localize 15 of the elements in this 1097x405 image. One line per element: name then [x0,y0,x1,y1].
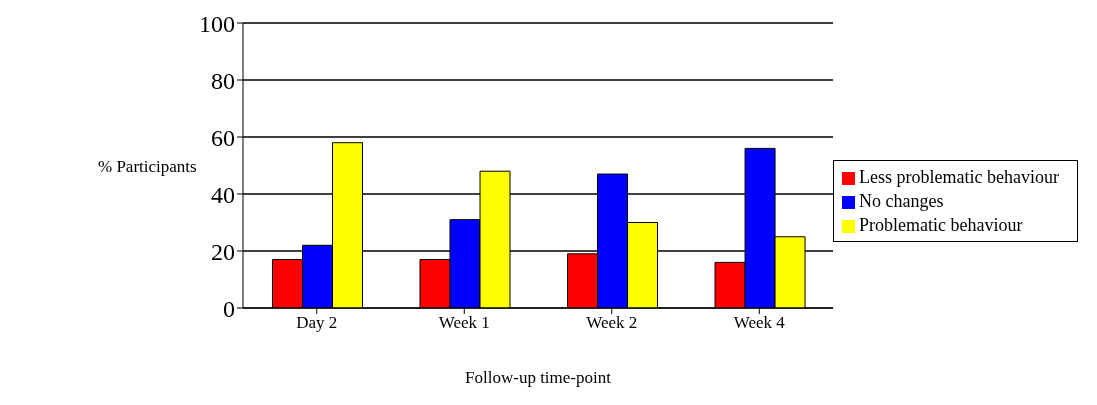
x-axis-title: Follow-up time-point [465,368,612,387]
x-tick-label: Week 1 [438,313,490,333]
x-tick-label: Week 4 [733,313,786,333]
y-tick-label: 100 [199,10,235,37]
y-tick-label: 40 [211,181,235,208]
y-tick-label: 20 [211,238,235,265]
x-tick-label: Week 2 [586,313,638,333]
legend-label: No changes [859,190,944,211]
y-tick-label: 80 [211,67,235,94]
x-tick-label: Day 2 [296,313,338,333]
y-tick-label: 60 [211,124,235,151]
legend-label: Problematic behaviour [859,214,1023,235]
y-axis-title: % Participants [98,156,197,176]
y-tick-label: 0 [223,295,235,322]
legend-label: Less problematic behaviour [859,166,1059,187]
